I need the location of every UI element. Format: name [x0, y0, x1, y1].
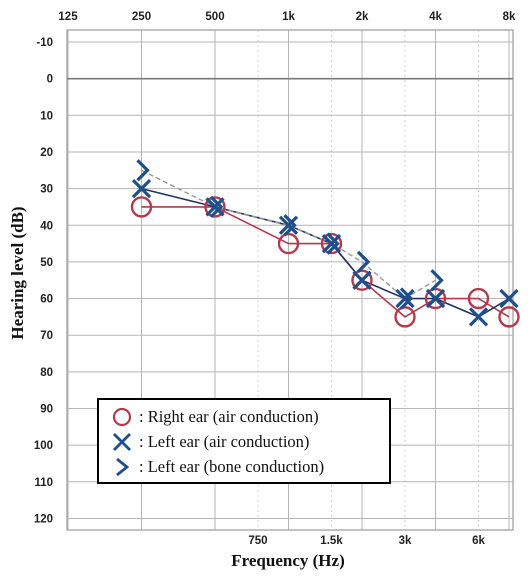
y-tick-label: 50 — [40, 257, 53, 269]
data-point-circle — [130, 196, 153, 218]
x-tick-label-top: 1k — [282, 11, 295, 23]
y-tick-label: 60 — [40, 294, 53, 306]
x-tick-label-top: 8k — [503, 11, 516, 23]
y-tick-label: 70 — [40, 330, 53, 342]
data-point-x — [499, 288, 519, 309]
data-point-x — [131, 178, 152, 199]
y-tick-label: -10 — [36, 37, 53, 49]
y-tick-label: 100 — [34, 440, 53, 452]
y-tick-label: 10 — [40, 110, 53, 122]
x-axis-title: Frequency (Hz) — [231, 551, 344, 570]
legend-label: : Left ear (bone conduction) — [139, 457, 325, 476]
legend-label: : Right ear (air conduction) — [139, 407, 319, 426]
data-point-circle — [424, 287, 447, 310]
series-line — [141, 187, 510, 318]
y-tick-label: 80 — [40, 367, 53, 379]
data-point-x — [278, 215, 299, 235]
series-lines — [141, 169, 510, 318]
data-point-bracket — [430, 269, 444, 292]
y-tick-label: 110 — [34, 477, 53, 489]
tick-labels: 125 250 500 1k 2k 4k 8k 750 1.5k 3k 6k -10 0 10 20 30 40… — [34, 11, 516, 547]
x-tick-label-bottom: 6k — [472, 535, 485, 547]
series-markers — [130, 159, 520, 328]
data-point-bracket — [399, 287, 414, 310]
data-point-circle — [351, 269, 373, 291]
y-tick-label: 0 — [47, 74, 53, 86]
x-tick-label-top: 2k — [356, 11, 369, 23]
data-point-bracket — [326, 232, 340, 255]
x-tick-label-top: 4k — [429, 11, 442, 23]
data-point-x — [205, 197, 225, 217]
data-point-circle — [204, 196, 226, 218]
x-tick-label-top: 125 — [58, 11, 78, 23]
x-tick-label-bottom: 3k — [399, 535, 412, 547]
legend-circle-marker — [112, 407, 132, 427]
data-point-circle — [277, 232, 300, 255]
data-point-bracket — [209, 195, 224, 219]
legend-label: : Left ear (air conduction) — [139, 432, 310, 451]
data-point-x — [352, 270, 372, 290]
legend-bracket-marker — [116, 457, 130, 477]
data-point-circle — [467, 287, 490, 310]
x-tick-label-bottom: 1.5k — [320, 535, 343, 547]
data-point-bracket — [136, 159, 150, 182]
data-point-x — [425, 288, 446, 309]
data-point-x — [321, 233, 342, 254]
data-point-circle — [320, 232, 343, 255]
legend-item-left-air: : Left ear (air conduction) — [109, 431, 309, 453]
data-point-bracket — [356, 250, 371, 274]
data-point-bracket — [283, 214, 297, 237]
legend-item-left-bone: : Left ear (bone conduction) — [109, 456, 324, 478]
x-tick-label-bottom: 750 — [248, 535, 267, 547]
x-tick-label-top: 250 — [132, 11, 151, 23]
data-point-x — [395, 288, 415, 309]
y-axis-title: Hearing level (dB) — [8, 206, 27, 339]
data-point-circle — [394, 306, 416, 328]
legend-x-marker — [113, 433, 131, 451]
y-tick-label: 20 — [40, 147, 53, 159]
legend: : Right ear (air conduction) : Left ear … — [97, 398, 391, 484]
plot-frame — [66, 29, 514, 531]
x-tick-label-top: 500 — [205, 11, 224, 23]
y-tick-label: 40 — [40, 220, 53, 232]
data-point-x — [468, 307, 489, 327]
legend-item-right-air: : Right ear (air conduction) — [109, 406, 319, 428]
y-tick-label: 30 — [40, 184, 53, 196]
data-point-circle — [498, 306, 520, 328]
y-tick-label: 120 — [34, 513, 53, 525]
y-tick-label: 90 — [40, 404, 53, 416]
